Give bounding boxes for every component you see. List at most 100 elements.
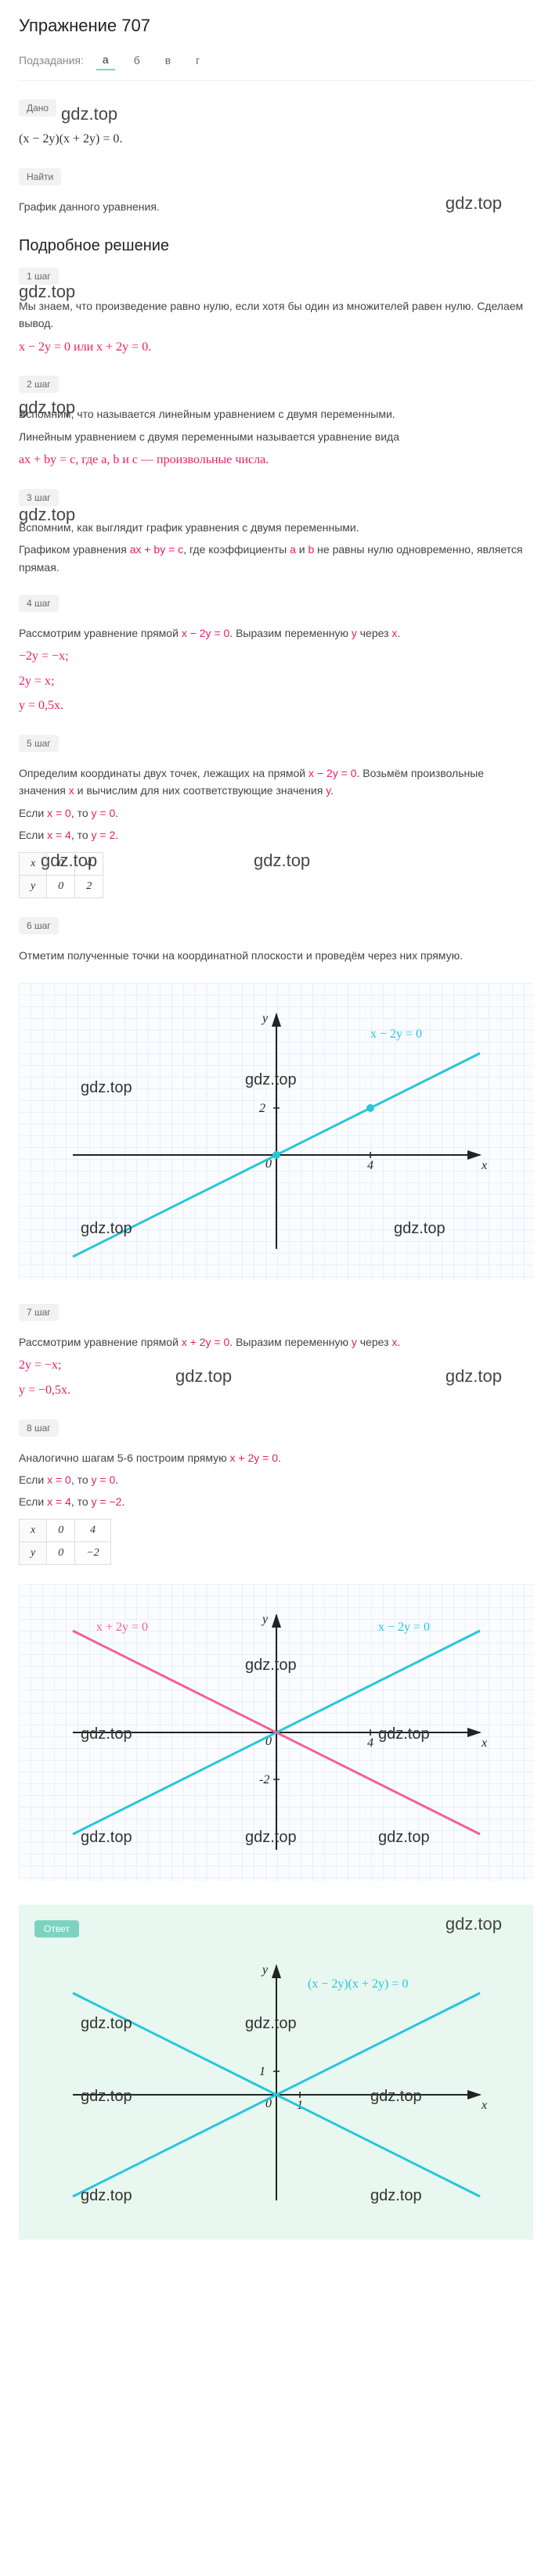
step-4: 4 шаг Рассмотрим уравнение прямой x − 2y… [19, 595, 533, 716]
solution-header: Подробное решение [19, 237, 533, 255]
eq: y = 0,5x. [19, 696, 533, 716]
svg-text:gdz.top: gdz.top [81, 1829, 132, 1846]
t: и вычислим для них соответствующие значе… [74, 784, 326, 797]
step-badge: 8 шаг [19, 1419, 59, 1437]
points-table: x 0 4 y 0 2 [19, 852, 103, 898]
step-text: Отметим полученные точки на координатной… [19, 947, 533, 964]
svg-text:x: x [481, 1159, 487, 1172]
answer-badge: Ответ [34, 1920, 79, 1937]
svg-text:x − 2y = 0: x − 2y = 0 [370, 1027, 422, 1041]
t: . [115, 1473, 118, 1486]
svg-text:gdz.top: gdz.top [81, 2015, 132, 2032]
t: . [397, 1336, 400, 1348]
step-text: Графиком уравнения ax + by = c, где коэф… [19, 541, 533, 576]
chart-svg: xy042x − 2y = 0gdz.topgdz.topgdz.topgdz.… [57, 998, 496, 1265]
eq: 2y = x; [19, 671, 533, 692]
t: x = 0 [47, 1473, 71, 1486]
svg-text:gdz.top: gdz.top [81, 2187, 132, 2204]
th: y [20, 1542, 47, 1564]
t: Аналогично шагам 5-6 построим прямую [19, 1452, 230, 1464]
t: . [115, 829, 118, 841]
svg-text:gdz.top: gdz.top [81, 1220, 132, 1237]
step-text: Вспомним, что называется линейным уравне… [19, 405, 533, 423]
svg-text:x + 2y = 0: x + 2y = 0 [96, 1621, 148, 1634]
eq: −2y = −x; [19, 646, 533, 667]
t: x − 2y = 0 [182, 627, 229, 639]
svg-text:y: y [261, 1613, 269, 1626]
svg-text:gdz.top: gdz.top [394, 1220, 446, 1237]
t: y [352, 627, 357, 639]
step-6: 6 шаг Отметим полученные точки на коорди… [19, 917, 533, 964]
svg-text:x: x [481, 1736, 487, 1750]
step-8: 8 шаг Аналогично шагам 5-6 построим прям… [19, 1419, 533, 1565]
svg-text:x − 2y = 0: x − 2y = 0 [378, 1621, 430, 1634]
step-text: Рассмотрим уравнение прямой x − 2y = 0. … [19, 624, 533, 642]
t: . [115, 807, 118, 819]
t: Если [19, 829, 47, 841]
subtasks-label: Подзадания: [19, 54, 84, 67]
if-line: Если x = 0, то y = 0. [19, 1471, 533, 1488]
subtask-tab-a[interactable]: а [96, 50, 115, 70]
step-badge: 4 шаг [19, 595, 59, 612]
subtask-tab-c[interactable]: в [159, 51, 177, 70]
th: x [20, 1519, 47, 1542]
t: x − 2y = 0 [308, 767, 356, 779]
t: Рассмотрим уравнение прямой [19, 1336, 182, 1348]
step-text: Аналогично шагам 5-6 построим прямую x +… [19, 1449, 533, 1466]
t: через [357, 1336, 392, 1348]
td: 4 [75, 1519, 110, 1542]
if-line: Если x = 4, то y = 2. [19, 826, 533, 844]
step-text: Вспомним, как выглядит график уравнения … [19, 519, 533, 536]
t: x + 2y = 0 [230, 1452, 278, 1464]
t: , то [71, 807, 92, 819]
step-3: 3 шаг Вспомним, как выглядит график урав… [19, 489, 533, 576]
given-badge: Дано [19, 99, 56, 117]
svg-text:gdz.top: gdz.top [245, 1829, 297, 1846]
step-1: 1 шаг gdz.top Мы знаем, что произведение… [19, 268, 533, 357]
td: 0 [47, 1519, 75, 1542]
chart-svg: xy04-2x − 2y = 0x + 2y = 0gdz.topgdz.top… [57, 1599, 496, 1865]
t: . Выразим переменную [229, 627, 352, 639]
step-badge: 1 шаг [19, 268, 59, 285]
step-text: Определим координаты двух точек, лежащих… [19, 765, 533, 800]
if-line: Если x = 0, то y = 0. [19, 804, 533, 822]
svg-text:gdz.top: gdz.top [245, 1071, 297, 1088]
subtask-tab-d[interactable]: г [189, 51, 206, 70]
td: 0 [47, 1542, 75, 1564]
eq: y = −0,5x. [19, 1380, 533, 1401]
watermark: gdz.top [254, 851, 310, 871]
chart-2: xy04-2x − 2y = 0x + 2y = 0gdz.topgdz.top… [19, 1584, 533, 1881]
t: ax + by = c [130, 543, 183, 556]
svg-text:-2: -2 [259, 1773, 269, 1786]
eq: 2y = −x; [19, 1355, 533, 1376]
given-equation: (x − 2y)(x + 2y) = 0. [19, 129, 533, 149]
td: 0 [47, 875, 75, 898]
step-badge: 6 шаг [19, 917, 59, 934]
step-eq: x − 2y = 0 или x + 2y = 0. [19, 337, 533, 358]
svg-text:gdz.top: gdz.top [81, 1079, 132, 1096]
t: , где коэффициенты [183, 543, 290, 556]
t: x + 2y = 0 [182, 1336, 229, 1348]
svg-text:1: 1 [259, 2065, 265, 2078]
step-2: 2 шаг Вспомним, что называется линейным … [19, 376, 533, 470]
td: 2 [75, 875, 103, 898]
t: x = 0 [47, 807, 71, 819]
t: и [296, 543, 308, 556]
t: Графиком уравнения [19, 543, 130, 556]
given-block: Дано gdz.top (x − 2y)(x + 2y) = 0. [19, 99, 533, 149]
t: y = 0 [92, 807, 116, 819]
th: x [20, 852, 47, 875]
subtasks-bar: Подзадания: а б в г [19, 50, 533, 81]
subtask-tab-b[interactable]: б [128, 51, 146, 70]
th: y [20, 875, 47, 898]
step-text: Рассмотрим уравнение прямой x + 2y = 0. … [19, 1333, 533, 1351]
svg-text:gdz.top: gdz.top [370, 2187, 422, 2204]
watermark: gdz.top [446, 1914, 502, 1934]
t: x = 4 [47, 829, 71, 841]
svg-text:y: y [261, 1012, 269, 1025]
t: . [397, 627, 400, 639]
svg-text:4: 4 [367, 1159, 373, 1172]
td: 4 [75, 852, 103, 875]
t: y = 0 [92, 1473, 116, 1486]
svg-text:2: 2 [259, 1102, 265, 1115]
